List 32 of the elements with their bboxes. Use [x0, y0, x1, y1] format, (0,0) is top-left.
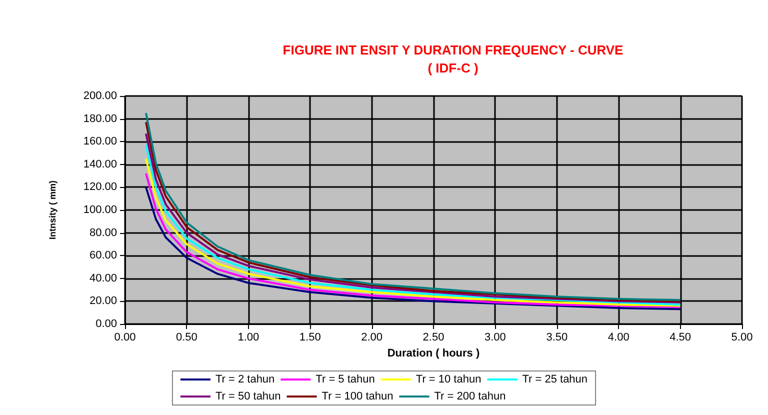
y-tick-label: 100.00 [83, 204, 117, 216]
y-tick-label: 60.00 [89, 250, 117, 262]
legend-label: Tr = 50 tahun [215, 390, 281, 402]
x-tick-label: 0.00 [114, 332, 136, 344]
legend-label: Tr = 10 tahun [416, 374, 482, 386]
legend-label: Tr = 100 tahun [322, 390, 394, 402]
x-tick-label: 3.00 [484, 332, 506, 344]
x-tick-label: 1.50 [299, 332, 321, 344]
x-tick-label: 5.00 [731, 332, 753, 344]
x-tick-label: 2.50 [422, 332, 444, 344]
legend-label: Tr = 25 tahun [522, 374, 588, 386]
x-tick-label: 1.00 [238, 332, 260, 344]
chart-title: FIGURE INT ENSIT Y DURATION FREQUENCY - CURVE ( IDF-C ) [282, 42, 624, 76]
y-tick-label: 80.00 [89, 226, 117, 239]
x-tick-label: 0.50 [176, 332, 198, 344]
x-tick-label: 3.50 [546, 332, 568, 344]
y-tick-label: 200.00 [83, 90, 117, 102]
legend-label: Tr = 2 tahun [215, 374, 275, 386]
y-axis-title: Intnsity ( mm) [48, 180, 58, 240]
y-tick-label: 140.00 [83, 158, 117, 170]
legend-label: Tr = 200 tahun [434, 390, 506, 402]
y-tick-label: 180.00 [83, 112, 117, 125]
y-tick-label: 40.00 [89, 272, 117, 284]
y-tick-label: 160.00 [83, 136, 117, 148]
y-tick-label: 120.00 [83, 181, 117, 194]
x-tick-label: 2.00 [361, 332, 383, 344]
x-axis-title: Duration ( hours ) [387, 347, 480, 360]
y-tick-label: 0.00 [96, 318, 117, 330]
y-tick-label: 20.00 [89, 295, 117, 308]
legend-label: Tr = 5 tahun [316, 374, 375, 386]
x-tick-label: 4.50 [670, 332, 692, 344]
x-tick-label: 4.00 [608, 332, 630, 344]
